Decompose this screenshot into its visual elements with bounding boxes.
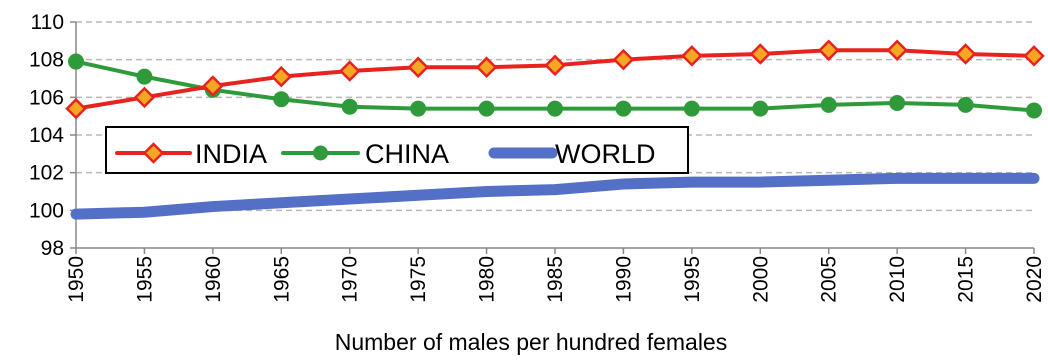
x-tick-label: 1995 (681, 256, 704, 303)
x-tick-label: 2005 (818, 256, 841, 303)
data-point-china (136, 68, 153, 85)
data-point-china (410, 100, 427, 117)
series-line-world (70, 172, 1040, 220)
x-tick-label: 1980 (476, 256, 499, 303)
data-point-india (407, 56, 429, 78)
x-tick-label: 2010 (886, 256, 909, 303)
data-point-china (957, 96, 974, 113)
data-point-india (681, 45, 703, 67)
data-point-china (615, 100, 632, 117)
plot-area (65, 39, 1045, 220)
axes: 98 100 102 104 106 108 110 1950 1955 1960 1965 1970… (29, 11, 1046, 303)
x-tick-label: 1965 (270, 256, 293, 303)
data-point-india (133, 86, 156, 109)
data-point-china (683, 100, 700, 117)
data-point-india (1023, 45, 1045, 67)
data-point-china (1026, 102, 1042, 119)
y-tick-label: 104 (29, 124, 64, 147)
data-point-china (547, 100, 563, 117)
data-point-china (752, 100, 769, 117)
x-tick-label: 1960 (202, 256, 225, 303)
legend-marker-china (313, 145, 328, 161)
x-tick-label: 1950 (65, 256, 88, 303)
y-tick-label: 98 (41, 237, 64, 260)
data-point-china (889, 94, 906, 111)
data-point-india (749, 43, 772, 65)
legend-box (105, 126, 689, 174)
y-tick-label: 102 (29, 162, 64, 185)
data-point-china (341, 98, 358, 115)
x-tick-label: 1975 (407, 256, 430, 303)
legend-label-world: WORLD (555, 139, 656, 169)
data-point-china (820, 96, 837, 113)
data-point-india (544, 54, 566, 77)
x-tick-label: 1990 (612, 256, 635, 303)
x-tick-label: 1955 (133, 256, 156, 303)
data-point-china (68, 53, 84, 70)
data-point-india (475, 56, 498, 78)
legend-marker-india (142, 142, 165, 164)
legend: INDIA CHINA WORLD (105, 126, 689, 174)
y-tick-label: 106 (29, 86, 64, 109)
x-tick-label: 2020 (1023, 256, 1046, 303)
data-point-india (338, 60, 361, 82)
y-tick-label: 100 (29, 199, 64, 222)
data-point-china (478, 100, 495, 117)
data-point-china (273, 91, 290, 108)
x-tick-label: 1970 (339, 256, 362, 303)
data-point-india (886, 39, 908, 62)
data-point-india (817, 39, 840, 62)
data-point-india (202, 75, 224, 97)
y-tick-label: 110 (31, 11, 64, 34)
legend-label-india: INDIA (195, 139, 267, 169)
legend-label-china: CHINA (365, 139, 449, 169)
x-tick-label: 1985 (544, 256, 567, 303)
x-tick-label: 2000 (749, 256, 772, 303)
data-point-india (954, 43, 977, 65)
x-axis-label: Number of males per hundred females (335, 329, 727, 355)
data-point-india (612, 48, 635, 71)
data-point-india (270, 65, 293, 88)
x-tick-label: 2015 (955, 256, 978, 303)
y-tick-label: 108 (29, 49, 64, 72)
data-point-india (65, 97, 87, 120)
